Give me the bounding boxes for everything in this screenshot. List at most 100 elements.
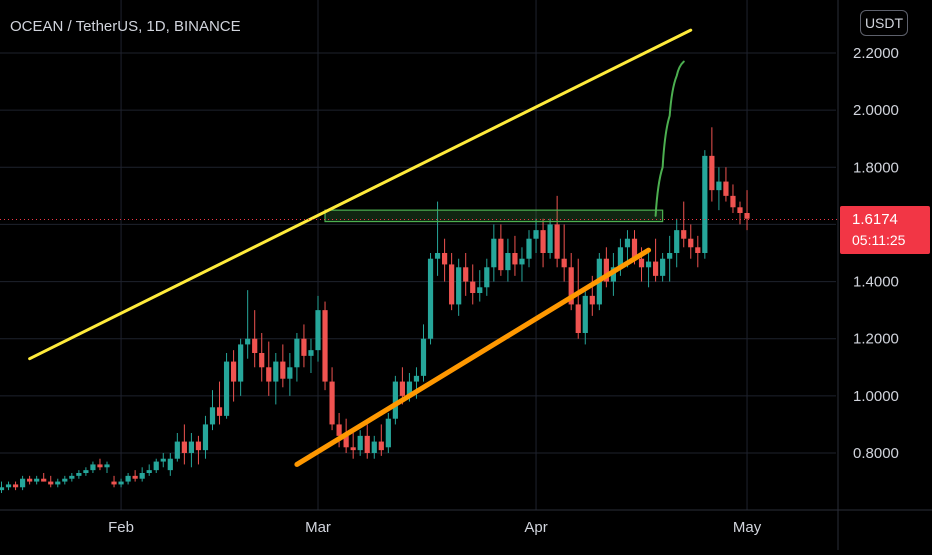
candle-body <box>477 287 483 293</box>
candle-body <box>695 247 701 253</box>
bar-countdown: 05:11:25 <box>852 232 906 249</box>
candle-body <box>83 470 89 473</box>
candle-body <box>681 230 687 239</box>
candle-body <box>5 484 12 488</box>
candle <box>27 475 33 485</box>
candle-body <box>434 253 441 259</box>
candle <box>287 353 293 396</box>
candle-body <box>252 338 258 353</box>
candle <box>76 470 82 479</box>
candle-body <box>301 338 307 356</box>
currency-unit-button[interactable]: USDT <box>860 10 908 36</box>
candle-body <box>308 350 314 356</box>
candle <box>273 353 279 405</box>
candle <box>730 184 736 213</box>
candle <box>160 453 166 468</box>
candle <box>174 433 180 462</box>
candle <box>540 218 546 268</box>
candle <box>392 375 398 425</box>
candle-body <box>195 441 202 451</box>
candle-body <box>603 258 609 282</box>
candle <box>674 218 680 268</box>
candle-body <box>498 238 504 271</box>
candle-body <box>617 247 624 268</box>
candle <box>195 435 202 465</box>
candle <box>695 235 701 268</box>
candle <box>653 238 659 282</box>
candle <box>470 264 476 305</box>
candle-body <box>104 464 110 468</box>
candle <box>231 350 237 402</box>
candle-body <box>153 461 159 471</box>
candle <box>498 224 504 276</box>
candle-body <box>378 441 384 451</box>
candle <box>322 301 328 391</box>
candle <box>139 467 145 482</box>
candle <box>34 475 40 485</box>
candle <box>308 338 314 373</box>
candle-body <box>470 281 476 293</box>
candle <box>519 247 525 282</box>
candle <box>385 413 391 453</box>
candle <box>48 475 54 488</box>
last-price-badge: 1.6174 05:11:25 <box>840 206 930 255</box>
candle <box>547 218 553 259</box>
candle-body <box>97 464 103 468</box>
candle-body <box>653 261 659 276</box>
candle <box>561 224 567 282</box>
candle <box>716 167 722 211</box>
candle <box>568 253 574 311</box>
candle <box>20 475 26 491</box>
candle-body <box>48 481 54 485</box>
candle <box>702 150 708 259</box>
candle-body <box>427 258 434 339</box>
candle <box>69 473 75 482</box>
y-tick-label: 1.4000 <box>853 274 899 291</box>
candle <box>420 324 427 382</box>
candle <box>280 344 286 388</box>
candle-body <box>132 475 138 479</box>
candle-body <box>420 338 427 376</box>
candle-body <box>266 367 272 382</box>
candle-body <box>399 381 405 396</box>
x-tick-label: Apr <box>524 519 547 536</box>
candle-body <box>716 181 722 191</box>
candle-body <box>125 475 131 482</box>
candle <box>681 201 687 248</box>
candle-body <box>273 361 279 382</box>
candle-body <box>582 295 588 333</box>
candle <box>484 258 490 296</box>
candle <box>266 341 272 396</box>
candle <box>181 424 187 465</box>
candle <box>442 238 448 282</box>
candle-body <box>660 258 666 276</box>
candle-body <box>512 253 518 265</box>
candle <box>744 190 750 231</box>
candle <box>427 253 434 345</box>
candle-body <box>76 473 82 476</box>
candle-body <box>568 267 574 305</box>
candle-body <box>336 424 342 436</box>
candle-body <box>322 310 328 382</box>
candle-body <box>238 344 244 382</box>
y-tick-label: 2.2000 <box>853 45 899 62</box>
candle <box>315 295 321 362</box>
candle-body <box>0 487 5 491</box>
candle-body <box>730 195 736 208</box>
candle-body <box>118 481 124 485</box>
symbol-title: OCEAN / TetherUS, 1D, BINANCE <box>10 18 241 35</box>
candle-body <box>12 484 19 488</box>
candle-body <box>702 155 708 253</box>
candle-body <box>491 238 497 268</box>
candle-body <box>287 367 293 379</box>
candle <box>294 333 300 382</box>
candle-body <box>181 441 187 453</box>
candle <box>0 481 5 493</box>
candle <box>357 430 363 456</box>
candle <box>259 333 265 382</box>
candle-body <box>245 338 251 345</box>
candle-body <box>688 238 694 248</box>
candle-body <box>554 224 560 259</box>
